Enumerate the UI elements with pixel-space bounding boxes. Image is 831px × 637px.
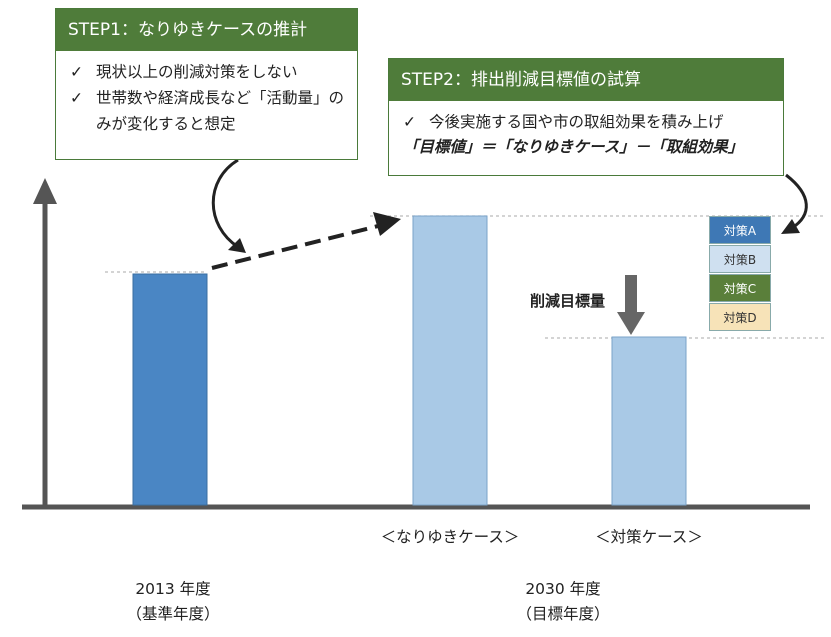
bar-base-year (132, 273, 208, 506)
y-axis-arrowhead (33, 178, 57, 204)
step2-body: ✓ 今後実施する国や市の取組効果を積み上げ (389, 101, 783, 135)
reduction-arrow-shaft (625, 275, 637, 313)
bar-label-bau: ＜なりゆきケース＞ (380, 528, 520, 546)
bar-label-measure: ＜対策ケース＞ (595, 528, 703, 546)
step2-title: STEP2：排出削減目標値の試算 (389, 59, 783, 101)
measure-a: 対策A (709, 216, 771, 244)
step1-curved-arrow (211, 158, 239, 249)
reduction-label: 削減目標量 (530, 292, 606, 310)
step1-title: STEP1：なりゆきケースの推計 (56, 9, 357, 51)
step1-item: ✓ 現状以上の削減対策をしない (70, 59, 345, 85)
step1-item: ✓ 世帯数や経済成長など「活動量」のみが変化すると想定 (70, 85, 345, 137)
step1-curved-arrowhead (228, 238, 246, 253)
projection-arrow-line (211, 224, 379, 270)
step2-box: STEP2：排出削減目標値の試算 ✓ 今後実施する国や市の取組効果を積み上げ 「… (388, 58, 784, 176)
measure-c: 対策C (709, 274, 771, 302)
x-label-target-year: 2030 年度 （目標年度） (516, 580, 610, 623)
measure-b: 対策B (709, 245, 771, 273)
check-icon: ✓ (70, 89, 83, 107)
step1-box: STEP1：なりゆきケースの推計 ✓ 現状以上の削減対策をしない ✓ 世帯数や経… (55, 8, 358, 160)
bar-measure-case (611, 336, 687, 506)
step2-item: ✓ 今後実施する国や市の取組効果を積み上げ (403, 109, 771, 135)
step2-curved-arrowhead (781, 219, 800, 234)
step1-body: ✓ 現状以上の削減対策をしない ✓ 世帯数や経済成長など「活動量」のみが変化する… (56, 51, 357, 137)
x-label-base-year: 2013 年度 （基準年度） (126, 580, 220, 623)
reduction-arrowhead (617, 312, 645, 335)
projection-arrowhead (373, 212, 401, 236)
bar-bau-case (412, 215, 488, 506)
step2-formula: 「目標値」＝「なりゆきケース」－「取組効果」 (403, 138, 744, 156)
check-icon: ✓ (70, 63, 83, 81)
check-icon: ✓ (403, 113, 416, 131)
measure-d: 対策D (709, 303, 771, 331)
step2-curved-arrow (785, 173, 808, 230)
